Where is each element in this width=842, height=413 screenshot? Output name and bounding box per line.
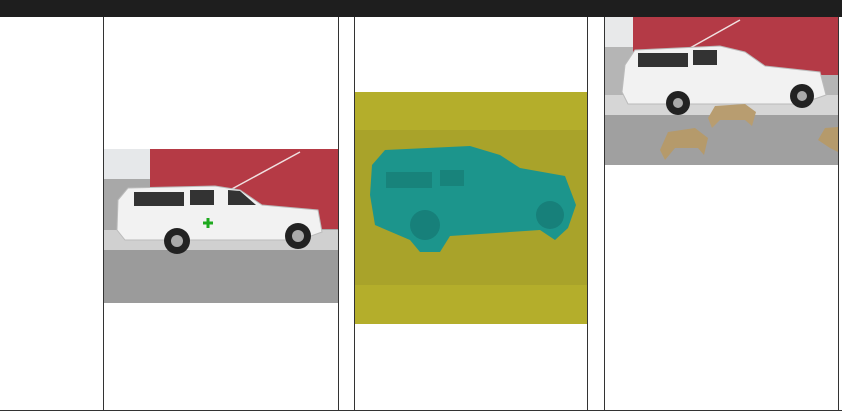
- mask-image: [355, 92, 587, 324]
- table-borders: [0, 17, 842, 411]
- baboon-image: [605, 17, 838, 165]
- top-bar: [0, 0, 842, 17]
- truck-image: [104, 149, 338, 303]
